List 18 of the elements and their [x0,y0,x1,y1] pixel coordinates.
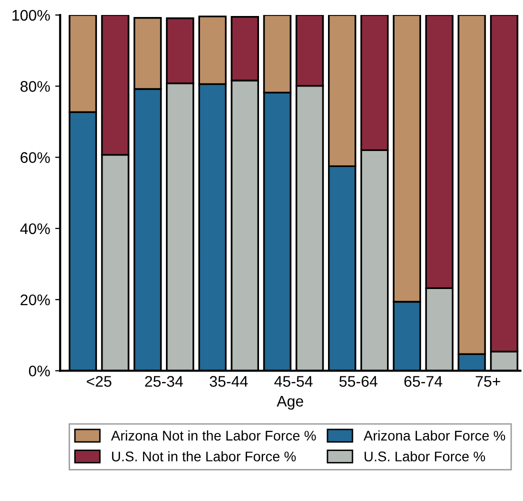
legend-label: Arizona Labor Force % [364,430,506,441]
x-tick-label: <25 [86,376,112,387]
y-tick-label: 20% [20,294,50,306]
y-tick-label: 40% [20,223,50,234]
x-tick-label: 75+ [476,376,500,387]
legend-label: U.S. Labor Force % [364,451,486,462]
x-axis-title: Age [276,396,304,410]
x-tick-label: 35-44 [210,376,248,387]
y-tick-label: 0% [28,366,50,376]
x-tick-label: 65-74 [404,376,442,387]
x-tick-label: 45-54 [274,376,313,387]
x-tick-label: 55-64 [339,376,378,387]
y-tick-label: 60% [20,152,50,163]
x-tick-label: 25-34 [145,376,183,387]
y-tick-label: 80% [20,81,50,92]
legend-label: Arizona Not in the Labor Force % [111,430,316,441]
y-tick-label: 100% [12,10,50,21]
legend-label: U.S. Not in the Labor Force % [112,451,296,462]
